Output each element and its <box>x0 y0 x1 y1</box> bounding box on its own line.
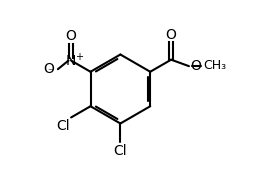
Text: +: + <box>75 53 83 62</box>
Text: N: N <box>66 54 76 67</box>
Text: ⁻: ⁻ <box>47 67 53 77</box>
Text: O: O <box>190 59 201 73</box>
Text: O: O <box>66 29 77 43</box>
Text: O: O <box>166 28 176 42</box>
Text: Cl: Cl <box>57 119 70 133</box>
Text: CH₃: CH₃ <box>203 59 227 72</box>
Text: O: O <box>43 62 54 76</box>
Text: Cl: Cl <box>114 144 127 158</box>
